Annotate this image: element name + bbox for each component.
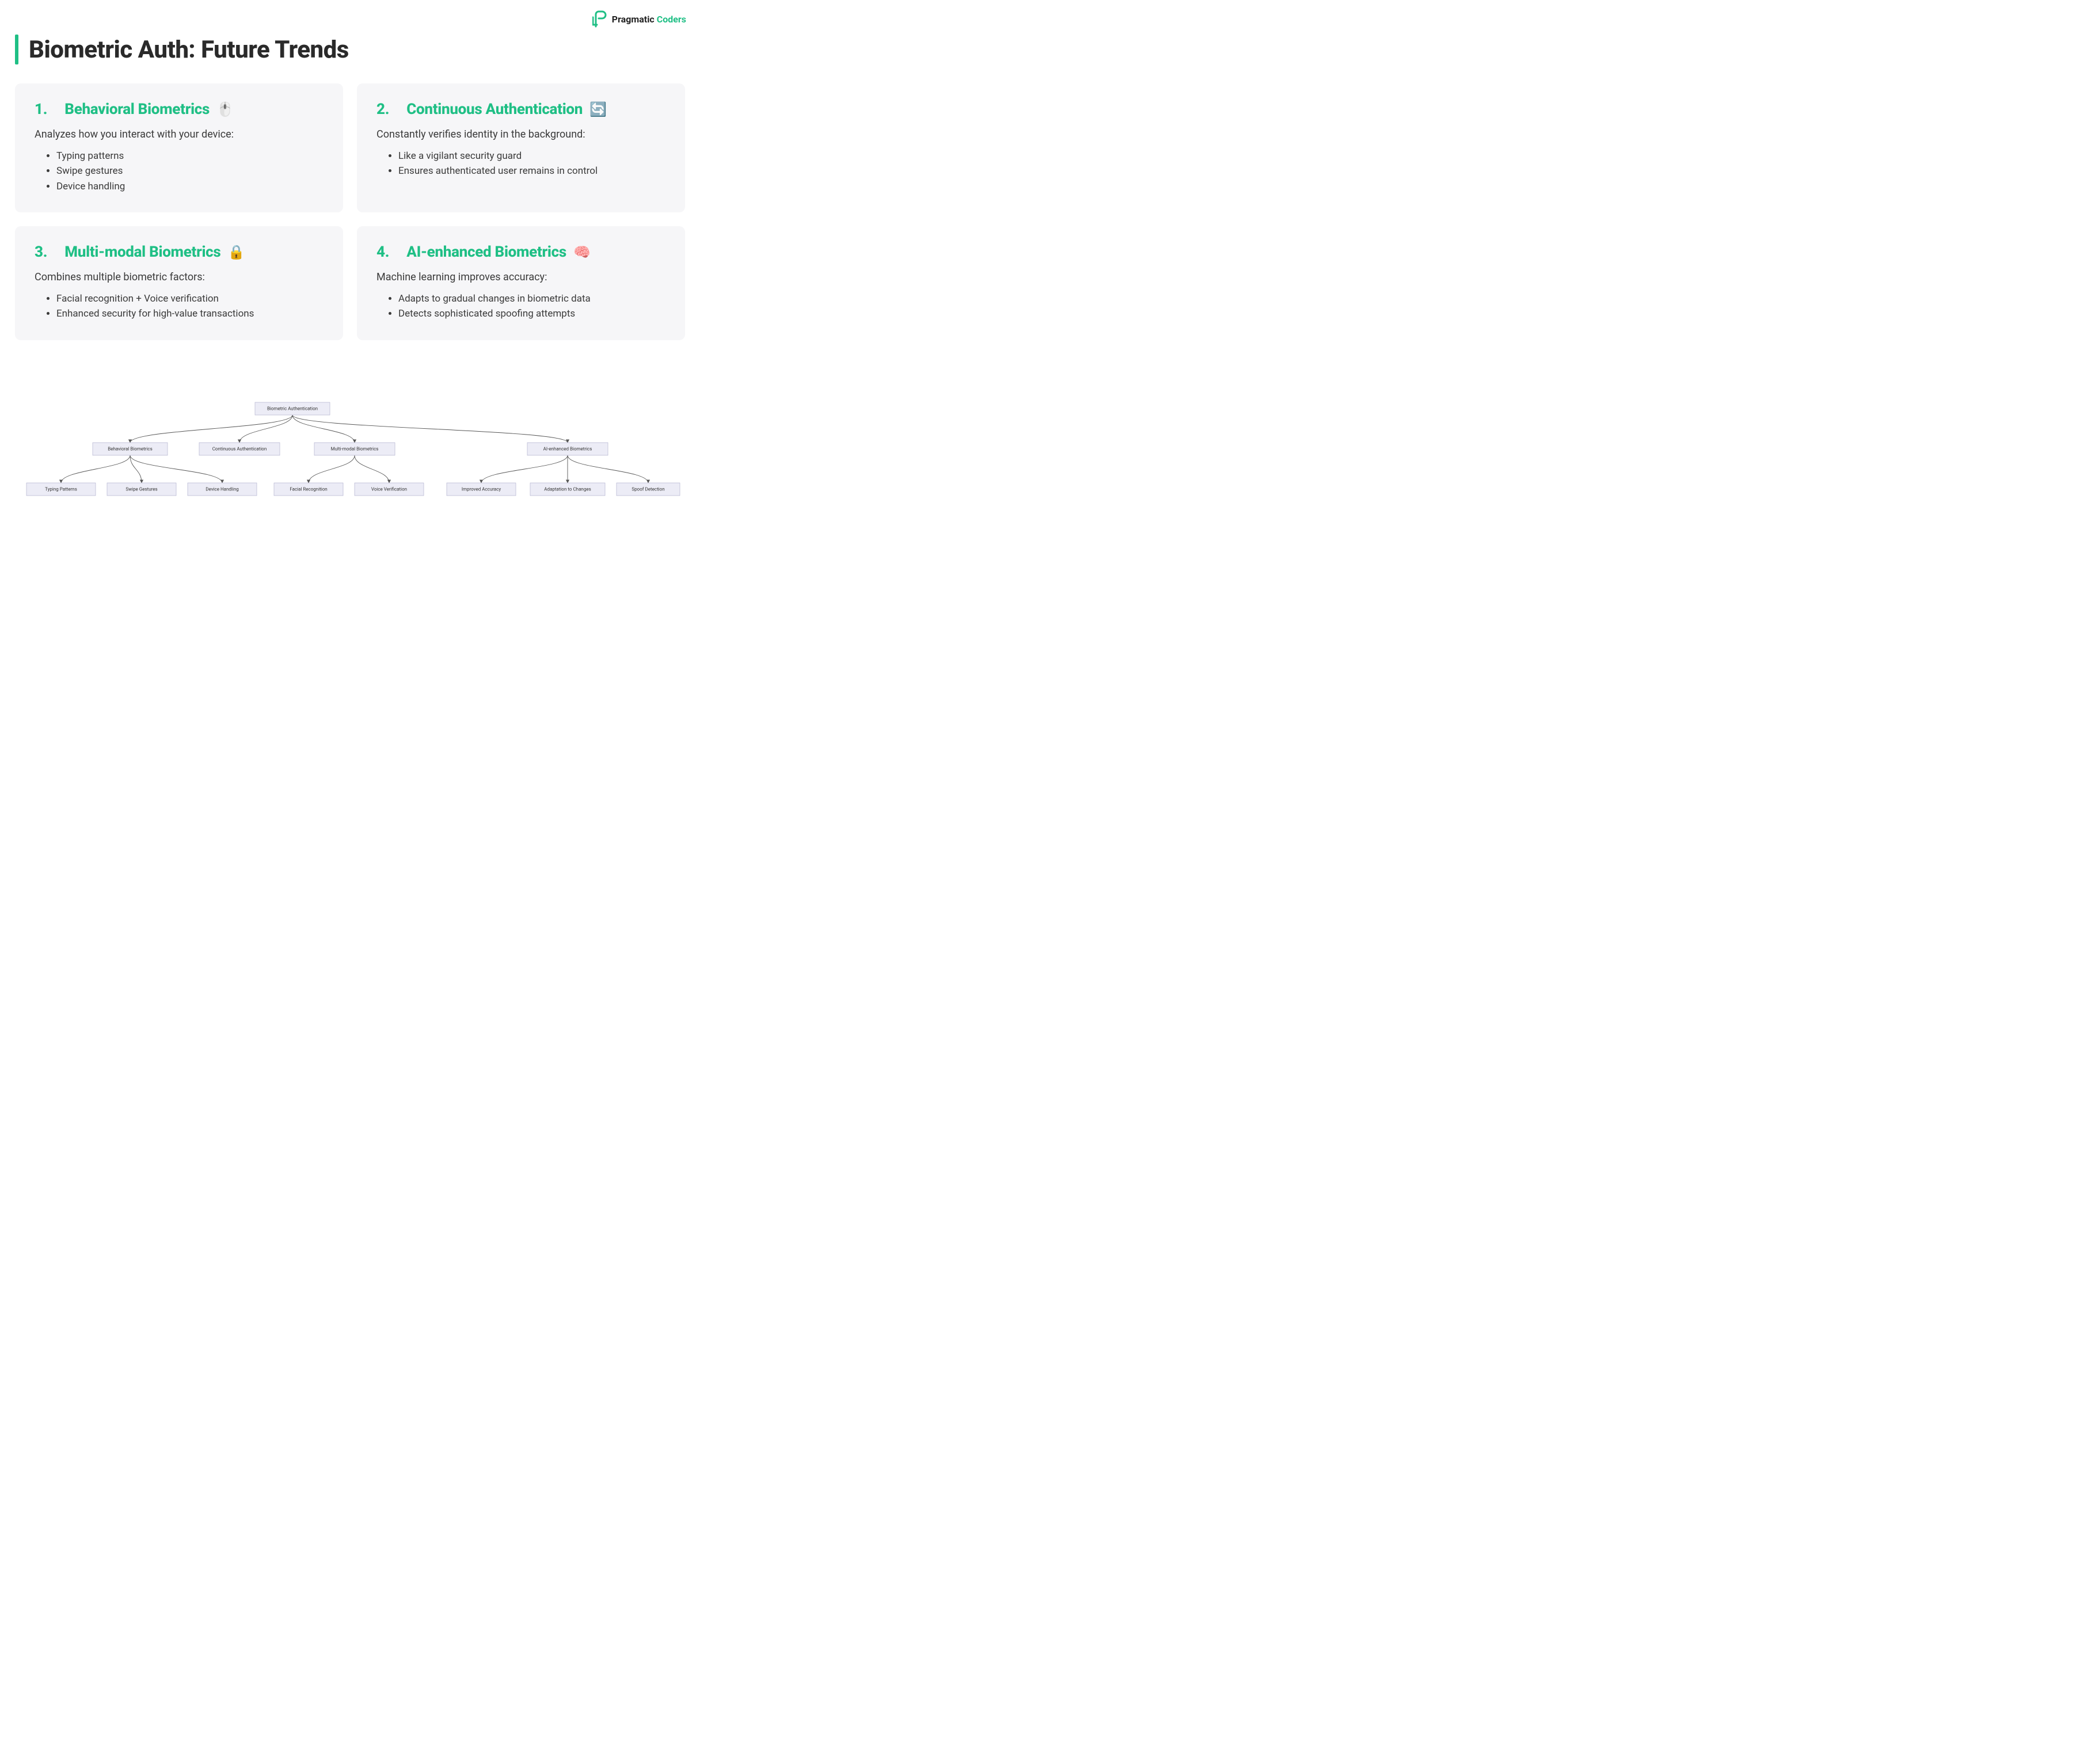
card-behavioral-biometrics: 1. Behavioral Biometrics 🖱️ Analyzes how… (15, 83, 343, 212)
tree-node-label: Spoof Detection (631, 487, 664, 492)
tree-node: Device Handling (188, 483, 257, 496)
tree-node-label: Facial Recognition (290, 487, 327, 492)
card-description: Machine learning improves accuracy: (376, 271, 665, 283)
list-item: Typing patterns (56, 148, 324, 163)
card-number: 3. (35, 243, 47, 261)
card-number: 4. (376, 243, 389, 261)
tree-node: Voice Verification (355, 483, 424, 496)
card-description: Analyzes how you interact with your devi… (35, 128, 324, 140)
title-accent-bar (15, 35, 18, 64)
tree-node: Facial Recognition (274, 483, 343, 496)
card-bullets: Facial recognition + Voice verification … (35, 291, 324, 322)
tree-node-label: Biometric Authentication (267, 406, 318, 412)
tree-node: Behavioral Biometrics (93, 443, 168, 455)
list-item: Adapts to gradual changes in biometric d… (398, 291, 665, 306)
brand-logo-icon (592, 10, 607, 28)
brain-icon: 🧠 (573, 244, 591, 260)
tree-node: AI-enhanced Biometrics (527, 443, 608, 455)
card-number: 1. (35, 101, 47, 118)
list-item: Enhanced security for high-value transac… (56, 306, 324, 321)
card-title: 1. Behavioral Biometrics 🖱️ (35, 101, 324, 118)
card-ai-enhanced-biometrics: 4. AI-enhanced Biometrics 🧠 Machine lear… (357, 226, 685, 340)
tree-node: Spoof Detection (617, 483, 680, 496)
card-heading: Multi-modal Biometrics (64, 243, 220, 261)
card-title: 3. Multi-modal Biometrics 🔒 (35, 243, 324, 261)
card-bullets: Typing patterns Swipe gestures Device ha… (35, 148, 324, 194)
tree-node: Adaptation to Changes (530, 483, 605, 496)
card-bullets: Like a vigilant security guard Ensures a… (376, 148, 665, 179)
card-continuous-authentication: 2. Continuous Authentication 🔄 Constantl… (357, 83, 685, 212)
tree-node: Biometric Authentication (255, 402, 330, 415)
tree-node-label: Multi-modal Biometrics (331, 447, 379, 452)
tree-node-label: Device Handling (206, 487, 238, 492)
card-description: Combines multiple biometric factors: (35, 271, 324, 283)
brand-logo: Pragmatic Coders (592, 10, 686, 28)
lock-icon: 🔒 (227, 244, 245, 260)
brand-name-primary: Pragmatic (612, 14, 655, 25)
tree-node-label: Continuous Authentication (212, 447, 267, 452)
mouse-icon: 🖱️ (216, 101, 234, 117)
tree-node-label: AI-enhanced Biometrics (543, 447, 592, 452)
brand-name-secondary: Coders (657, 14, 686, 25)
card-multi-modal-biometrics: 3. Multi-modal Biometrics 🔒 Combines mul… (15, 226, 343, 340)
list-item: Ensures authenticated user remains in co… (398, 163, 665, 178)
list-item: Device handling (56, 179, 324, 194)
tree-node: Typing Patterns (26, 483, 96, 496)
brand-logo-text: Pragmatic Coders (612, 14, 686, 25)
tree-svg: Biometric Authentication Behavioral Biome… (15, 368, 685, 553)
tree-node: Continuous Authentication (199, 443, 280, 455)
card-bullets: Adapts to gradual changes in biometric d… (376, 291, 665, 322)
card-number: 2. (376, 101, 389, 118)
tree-node-label: Voice Verification (371, 487, 407, 492)
card-heading: Behavioral Biometrics (64, 101, 210, 118)
list-item: Detects sophisticated spoofing attempts (398, 306, 665, 321)
tree-node-label: Typing Patterns (45, 487, 77, 492)
page-title: Biometric Auth: Future Trends (29, 36, 349, 64)
card-heading: Continuous Authentication (406, 101, 583, 118)
tree-node: Improved Accuracy (447, 483, 516, 496)
tree-node-label: Adaptation to Changes (544, 487, 591, 492)
list-item: Swipe gestures (56, 163, 324, 178)
card-heading: AI-enhanced Biometrics (406, 243, 566, 261)
card-title: 4. AI-enhanced Biometrics 🧠 (376, 243, 665, 261)
tree-node-label: Behavioral Biometrics (108, 447, 152, 452)
cards-grid: 1. Behavioral Biometrics 🖱️ Analyzes how… (15, 83, 685, 340)
tree-node-label: Swipe Gestures (125, 487, 157, 492)
card-title: 2. Continuous Authentication 🔄 (376, 101, 665, 118)
tree-node: Swipe Gestures (107, 483, 176, 496)
tree-diagram: Biometric Authentication Behavioral Biome… (15, 368, 685, 553)
page-title-wrap: Biometric Auth: Future Trends (15, 35, 349, 64)
list-item: Facial recognition + Voice verification (56, 291, 324, 306)
card-description: Constantly verifies identity in the back… (376, 128, 665, 140)
list-item: Like a vigilant security guard (398, 148, 665, 163)
tree-node: Multi-modal Biometrics (314, 443, 395, 455)
tree-node-label: Improved Accuracy (462, 487, 501, 492)
refresh-icon: 🔄 (589, 101, 607, 117)
